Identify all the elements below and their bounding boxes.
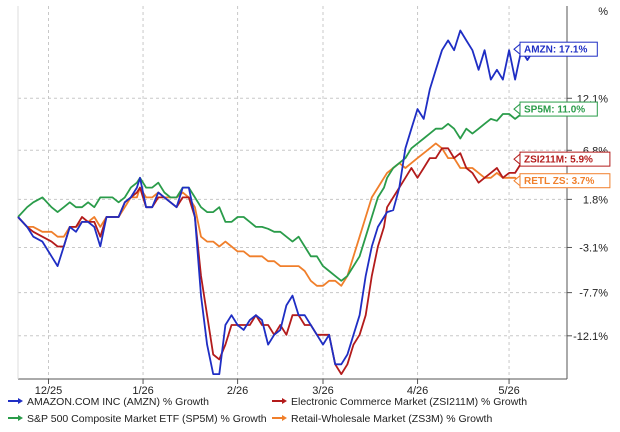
x-tick-label: 1/26	[132, 385, 153, 397]
callout-zs3m: RETL ZS: 3.7%	[513, 173, 611, 189]
legend-swatch-marker	[282, 398, 287, 404]
callout-label: ZSI211M: 5.9%	[524, 155, 593, 166]
callout-box	[519, 173, 611, 189]
legend-swatch-marker	[282, 415, 287, 421]
y-tick-label: -7.7%	[579, 288, 608, 300]
y-tick-label: -3.1%	[579, 242, 608, 254]
x-tick-label: 3/26	[312, 385, 333, 397]
legend-label: AMAZON.COM INC (AMZN) % Growth	[27, 396, 209, 408]
y-tick-label-top: %	[598, 6, 608, 18]
legend-item-sp5m: S&P 500 Composite Market ETF (SP5M) % Gr…	[8, 413, 267, 425]
x-tick-label: 2/26	[227, 385, 248, 397]
legend-swatch-marker	[18, 415, 23, 421]
x-tick-label: 12/25	[35, 385, 63, 397]
legend-item-zs3m: Retail-Wholesale Market (ZS3M) % Growth	[272, 413, 492, 425]
callout-label: SP5M: 11.0%	[524, 105, 585, 116]
legend-label: Electronic Commerce Market (ZSI211M) % G…	[291, 396, 527, 408]
legend-label: Retail-Wholesale Market (ZS3M) % Growth	[291, 413, 492, 425]
callout-zsi211m: ZSI211M: 5.9%	[513, 151, 611, 167]
x-tick-label: 5/26	[498, 385, 519, 397]
callout-box	[519, 41, 598, 57]
legend-item-zsi211m: Electronic Commerce Market (ZSI211M) % G…	[272, 396, 527, 408]
series-line-sp5m	[17, 108, 540, 282]
legend-label: S&P 500 Composite Market ETF (SP5M) % Gr…	[27, 413, 267, 425]
legend-swatch-marker	[18, 398, 23, 404]
x-tick-label: 4/26	[407, 385, 428, 397]
callout-sp5m: SP5M: 11.0%	[513, 101, 598, 117]
y-tick-label: -12.1%	[573, 331, 608, 343]
callout-amzn: AMZN: 17.1%	[513, 41, 598, 57]
series-line-amzn	[17, 29, 540, 376]
callout-box	[519, 101, 598, 117]
legend-item-amzn: AMAZON.COM INC (AMZN) % Growth	[8, 396, 209, 408]
callout-label: RETL ZS: 3.7%	[524, 176, 594, 187]
y-tick-label: 1.8%	[583, 194, 608, 206]
callout-label: AMZN: 17.1%	[524, 45, 587, 56]
callout-box	[519, 151, 611, 167]
